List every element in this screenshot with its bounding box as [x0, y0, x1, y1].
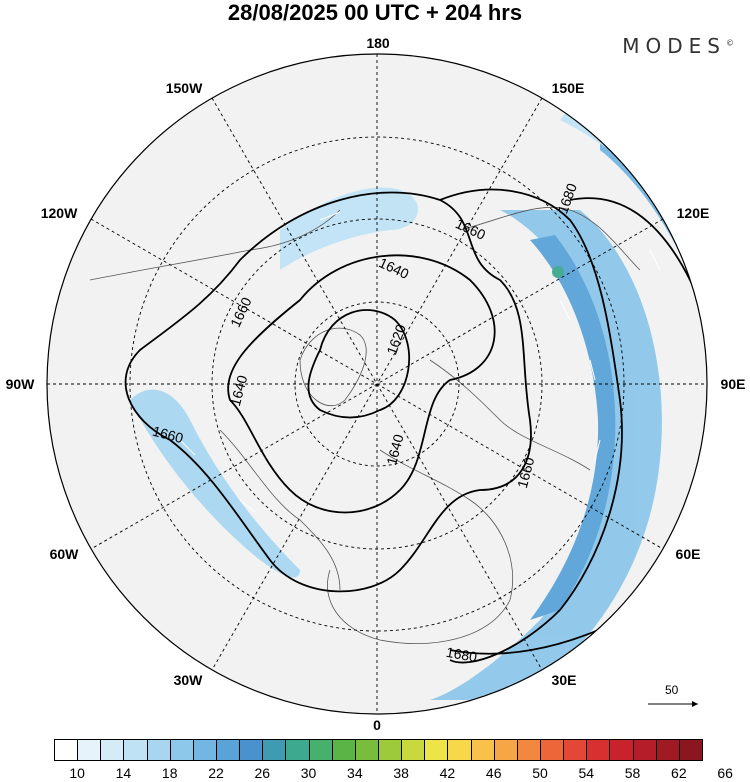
colorbar-swatch: [239, 739, 264, 761]
colorbar-tick-label: 42: [439, 765, 456, 781]
colorbar-swatch: [169, 739, 194, 761]
lon-label-90e: 90E: [720, 376, 746, 392]
colorbar-swatch: [54, 739, 79, 761]
colorbar-swatch: [516, 739, 541, 761]
reference-arrow-head: [692, 701, 698, 707]
colorbar-swatch: [563, 739, 588, 761]
lon-label-30w: 30W: [173, 672, 203, 688]
brand-mark: ©: [726, 38, 734, 48]
brand-logo: MODES©: [622, 34, 734, 58]
wind-arrow: [179, 439, 196, 456]
graticule: [47, 54, 707, 714]
colorbar-tick-label: 50: [532, 765, 548, 781]
colorbar-swatch: [216, 739, 241, 761]
vector-reference-arrow: [648, 701, 698, 707]
colorbar-swatch: [447, 739, 472, 761]
colorbar-swatch: [678, 739, 703, 761]
lon-label-150e: 150E: [551, 80, 585, 96]
colorbar-tick-label: 66: [717, 765, 733, 781]
colorbar-tick-label: 54: [578, 765, 595, 781]
colorbar-tick-label: 18: [161, 765, 178, 781]
contour-1640: [227, 254, 496, 514]
lon-label-90w: 90W: [5, 376, 35, 392]
contour-label: 1660: [514, 455, 538, 489]
colorbar-tick-label: 10: [69, 765, 85, 781]
lon-label-120w: 120W: [40, 205, 78, 221]
contour-label: 1660: [151, 423, 185, 447]
colorbar-swatch: [262, 739, 287, 761]
lon-label-30e: 30E: [551, 672, 577, 688]
colorbar-tick-label: 26: [254, 765, 271, 781]
lon-label-60e: 60E: [675, 546, 701, 562]
colorbar-tick-label: 22: [208, 765, 224, 781]
colorbar-swatch: [331, 739, 356, 761]
colorbar-tick-label: 34: [347, 765, 363, 781]
lon-label-180: 180: [366, 35, 390, 51]
colorbar-swatch: [586, 739, 611, 761]
coast-north-america-east: [219, 429, 341, 591]
contour-label: 1680: [445, 644, 479, 665]
jet-core-east: [530, 235, 616, 620]
colorbar-tick-label: 30: [300, 765, 317, 781]
coast-siberia: [459, 206, 641, 271]
colorbar-tick-label: 62: [671, 765, 687, 781]
colorbar-swatch: [285, 739, 310, 761]
colorbar-swatch: [354, 739, 379, 761]
wind-arrow: [239, 499, 256, 513]
lon-label-0: 0: [373, 717, 381, 733]
colorbar-swatch: [655, 739, 680, 761]
colorbar-swatch: [146, 739, 171, 761]
lon-label-150w: 150W: [165, 80, 203, 96]
contour-label: 1640: [227, 373, 251, 407]
colorbar-swatch: [609, 739, 634, 761]
colorbar-swatch: [308, 739, 333, 761]
colorbar-swatch: [192, 739, 217, 761]
colorbar: [54, 739, 703, 763]
colorbar-swatch: [77, 739, 102, 761]
colorbar-swatch: [401, 739, 426, 761]
jet-shading-east: [430, 210, 662, 700]
lon-label-120e: 120E: [676, 205, 710, 221]
colorbar-swatch: [123, 739, 148, 761]
colorbar-tick-label: 58: [624, 765, 641, 781]
brand-name: MODES: [622, 34, 726, 58]
colorbar-swatch: [540, 739, 565, 761]
colorbar-tick-label: 38: [393, 765, 409, 781]
colorbar-tick-label: 14: [115, 765, 132, 781]
contour-1620: [307, 309, 411, 419]
colorbar-swatch: [493, 739, 518, 761]
colorbar-swatch: [470, 739, 495, 761]
colorbar-tick-label: 46: [485, 765, 502, 781]
vector-reference-label: 50: [665, 683, 679, 697]
meridian-120: [90, 218, 664, 550]
map-border: [46, 53, 708, 715]
wind-arrow: [589, 359, 596, 381]
wind-arrow: [649, 249, 661, 271]
coast-greenland: [299, 327, 367, 406]
jet-shading-west: [130, 389, 300, 578]
contour-1660: [124, 191, 532, 593]
lon-label-60w: 60W: [49, 546, 79, 562]
colorbar-swatch: [424, 739, 449, 761]
colorbar-swatch: [632, 739, 657, 761]
colorbar-swatch: [378, 739, 403, 761]
map-title: 28/08/2025 00 UTC + 204 hrs: [227, 0, 523, 25]
wind-arrow: [319, 211, 341, 221]
contour-label: 1640: [383, 432, 407, 466]
jet-max-patch: [552, 266, 564, 278]
coast-europe: [327, 449, 513, 645]
wind-arrow: [559, 299, 571, 321]
colorbar-swatch: [100, 739, 125, 761]
height-contours: [124, 188, 707, 664]
wind-arrow: [594, 439, 601, 461]
